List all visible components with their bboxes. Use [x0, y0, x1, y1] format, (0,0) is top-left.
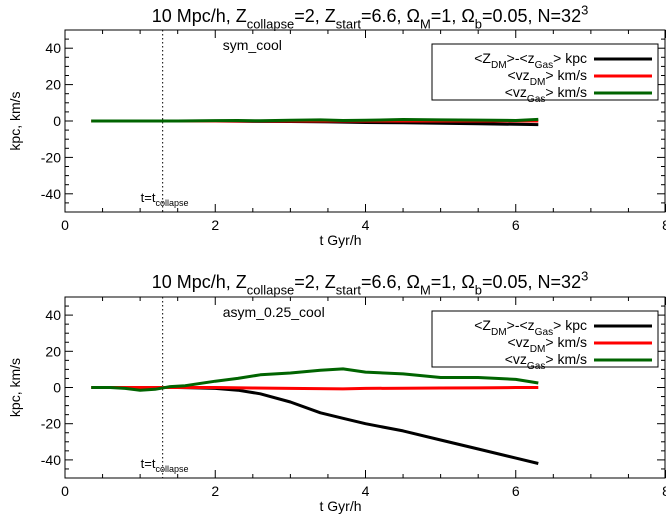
chart-title-part: =1, Ω	[431, 272, 475, 292]
legend-label-part: DM	[491, 60, 507, 71]
chart-title-part: 10 Mpc/h, Z	[152, 6, 247, 26]
panel-label: asym_0.25_cool	[223, 304, 325, 320]
chart-title-part: collapse	[247, 282, 295, 297]
chart-title-part: b	[475, 16, 482, 31]
chart-title: 10 Mpc/h, Zcollapse=2, Zstart=6.6, ΩM=1,…	[152, 2, 589, 31]
series-line-0	[91, 386, 539, 465]
chart-title-part: =2, Z	[294, 6, 336, 26]
x-tick-label: 8	[662, 483, 666, 499]
legend-label-part: Gas	[535, 327, 553, 338]
legend-label: <vzGas> km/s	[505, 84, 587, 105]
y-tick-label: 0	[53, 113, 61, 129]
y-tick-label: 0	[53, 380, 61, 396]
legend-box	[431, 43, 659, 101]
y-axis-label: kpc, km/s	[7, 358, 23, 417]
chart-title-part: =0.05, N=32	[482, 272, 581, 292]
legend-label-part: > km/s	[545, 334, 587, 350]
chart-title-part: =0.05, N=32	[482, 6, 581, 26]
x-tick-label: 4	[362, 483, 370, 499]
y-tick-label: -20	[41, 149, 61, 165]
y-axis-label: kpc, km/s	[7, 91, 23, 150]
chart-title-part: =6.6, Ω	[361, 6, 420, 26]
legend-label: <vzGas> km/s	[505, 351, 587, 372]
x-tick-label: 6	[512, 217, 520, 233]
legend-label-part: <vz	[505, 84, 527, 100]
collapse-label: t=tcollapse	[141, 190, 189, 208]
legend-label-part: Gas	[535, 60, 553, 71]
legend-label-part: > kpc	[553, 317, 587, 333]
x-tick-label: 4	[362, 217, 370, 233]
legend-label-part: <vz	[508, 334, 530, 350]
legend-label-part: Gas	[527, 361, 545, 372]
collapse-label: t=tcollapse	[141, 456, 189, 474]
y-tick-label: 20	[45, 343, 61, 359]
x-tick-label: 8	[662, 217, 666, 233]
chart-panel-sym-cool: 10 Mpc/h, Zcollapse=2, Zstart=6.6, ΩM=1,…	[7, 2, 666, 248]
chart-title-part: 3	[581, 268, 588, 283]
chart-title-part: 3	[581, 2, 588, 17]
x-tick-label: 0	[61, 483, 69, 499]
legend-label-part: > km/s	[545, 351, 587, 367]
panel-label: sym_cool	[223, 37, 282, 53]
x-tick-label: 2	[211, 483, 219, 499]
chart-title-part: start	[336, 282, 362, 297]
y-tick-label: -20	[41, 416, 61, 432]
legend-label: <ZDM>-<zGas> kpc	[474, 50, 587, 71]
legend-label-part: Gas	[527, 94, 545, 105]
legend-label-part: DM	[491, 327, 507, 338]
series-line-1	[91, 386, 539, 391]
legend-label-part: <vz	[505, 351, 527, 367]
series-line-2	[91, 367, 539, 392]
chart-title-part: start	[336, 16, 362, 31]
x-tick-label: 0	[61, 217, 69, 233]
y-tick-label: 40	[45, 40, 61, 56]
legend-label-part: DM	[530, 344, 546, 355]
chart-title-part: M	[420, 282, 431, 297]
collapse-label-main: t=t	[141, 456, 156, 471]
chart-title-part: 10 Mpc/h, Z	[152, 272, 247, 292]
chart-title-part: b	[475, 282, 482, 297]
legend-label: <ZDM>-<zGas> kpc	[474, 317, 587, 338]
legend-label-part: > km/s	[545, 84, 587, 100]
chart-title-part: =2, Z	[294, 272, 336, 292]
chart-title: 10 Mpc/h, Zcollapse=2, Zstart=6.6, ΩM=1,…	[152, 268, 589, 297]
collapse-label-sub: collapse	[155, 198, 188, 208]
legend-label-part: >-<z	[507, 317, 535, 333]
legend-label-part: DM	[530, 77, 546, 88]
series-line-2	[91, 117, 539, 123]
chart-title-part: =6.6, Ω	[361, 272, 420, 292]
chart-title-part: =1, Ω	[431, 6, 475, 26]
collapse-label-sub: collapse	[155, 464, 188, 474]
legend-label-part: >-<z	[507, 50, 535, 66]
x-axis-label: t Gyr/h	[319, 498, 361, 514]
y-tick-label: 40	[45, 307, 61, 323]
legend-box	[431, 310, 659, 368]
collapse-label-main: t=t	[141, 190, 156, 205]
y-tick-label: -40	[41, 452, 61, 468]
chart-title-part: collapse	[247, 16, 295, 31]
y-tick-label: -40	[41, 186, 61, 202]
x-axis-label: t Gyr/h	[319, 232, 361, 248]
x-tick-label: 2	[211, 217, 219, 233]
legend-label-part: > kpc	[553, 50, 587, 66]
chart-title-part: M	[420, 16, 431, 31]
x-tick-label: 6	[512, 483, 520, 499]
legend-label-part: <Z	[474, 317, 491, 333]
legend-label-part: <Z	[474, 50, 491, 66]
legend-label: <vzDM> km/s	[508, 334, 588, 355]
legend-label: <vzDM> km/s	[508, 67, 588, 88]
y-tick-label: 20	[45, 77, 61, 93]
chart-panel-asym-cool: 10 Mpc/h, Zcollapse=2, Zstart=6.6, ΩM=1,…	[7, 268, 666, 514]
legend-label-part: > km/s	[545, 67, 587, 83]
legend-label-part: <vz	[508, 67, 530, 83]
